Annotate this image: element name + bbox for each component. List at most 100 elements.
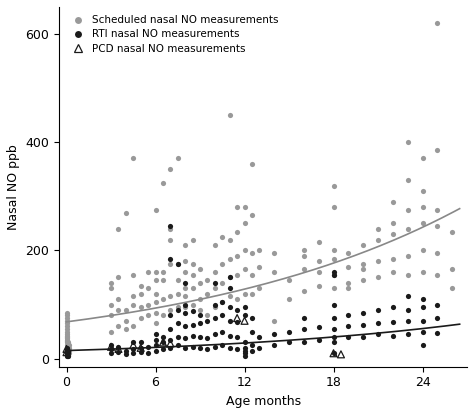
Point: [248, 328, 256, 335]
Point: [434, 20, 441, 27]
Point: [63, 323, 70, 330]
Point: [374, 236, 382, 243]
Point: [63, 344, 70, 351]
Point: [345, 280, 352, 286]
Point: [63, 309, 70, 316]
Point: [196, 344, 204, 351]
Point: [330, 269, 337, 276]
Point: [63, 342, 70, 349]
Point: [241, 290, 248, 297]
Point: [66, 347, 73, 354]
Point: [419, 304, 426, 310]
Point: [404, 253, 411, 259]
Point: [226, 293, 234, 300]
Point: [196, 280, 204, 286]
Point: [174, 307, 182, 313]
Point: [174, 290, 182, 297]
Point: [189, 261, 196, 267]
Point: [300, 326, 308, 332]
Point: [404, 307, 411, 313]
Point: [241, 344, 248, 351]
Point: [63, 320, 70, 327]
Point: [63, 351, 70, 358]
Point: [219, 261, 226, 267]
Point: [233, 319, 241, 325]
Point: [448, 266, 456, 273]
Point: [359, 277, 367, 283]
Point: [63, 346, 70, 352]
Legend: Scheduled nasal NO measurements, RTI nasal NO measurements, PCD nasal NO measure: Scheduled nasal NO measurements, RTI nas…: [64, 12, 282, 57]
Point: [63, 312, 70, 319]
Point: [345, 250, 352, 256]
Point: [315, 269, 322, 276]
Point: [64, 347, 72, 354]
Point: [182, 335, 189, 342]
Point: [174, 261, 182, 267]
Point: [434, 315, 441, 321]
Point: [137, 339, 145, 346]
Point: [315, 282, 322, 289]
Point: [315, 258, 322, 265]
Point: [241, 347, 248, 354]
Point: [248, 250, 256, 256]
Point: [63, 347, 70, 354]
Point: [419, 188, 426, 194]
Point: [63, 337, 70, 343]
Point: [64, 339, 72, 346]
Point: [137, 290, 145, 297]
Point: [330, 315, 337, 321]
Point: [152, 337, 159, 343]
Point: [404, 177, 411, 183]
Point: [63, 332, 70, 339]
Point: [189, 332, 196, 339]
Point: [330, 334, 337, 340]
Point: [152, 320, 159, 327]
Point: [122, 317, 130, 324]
Point: [330, 271, 337, 278]
Point: [64, 347, 72, 354]
Point: [241, 339, 248, 346]
Point: [404, 207, 411, 213]
Point: [389, 255, 397, 262]
Point: [63, 351, 70, 358]
Point: [152, 298, 159, 305]
Point: [219, 328, 226, 335]
Point: [129, 301, 137, 308]
Point: [189, 236, 196, 243]
Point: [115, 323, 122, 330]
Point: [233, 204, 241, 210]
Point: [389, 332, 397, 339]
Point: [63, 328, 70, 335]
Point: [300, 288, 308, 294]
Point: [196, 266, 204, 273]
Point: [152, 331, 159, 338]
Point: [166, 340, 174, 347]
Point: [204, 290, 211, 297]
Point: [419, 155, 426, 162]
Point: [182, 301, 189, 308]
Point: [204, 312, 211, 319]
Point: [374, 331, 382, 338]
Point: [159, 269, 167, 276]
Point: [241, 204, 248, 210]
Point: [204, 346, 211, 352]
Point: [115, 346, 122, 352]
Point: [63, 334, 70, 340]
Point: [434, 271, 441, 278]
Point: [359, 261, 367, 267]
Point: [107, 350, 115, 356]
Point: [174, 334, 182, 340]
Point: [204, 277, 211, 283]
Point: [107, 344, 115, 350]
Point: [448, 228, 456, 235]
Point: [174, 277, 182, 283]
Point: [166, 255, 174, 262]
Point: [211, 280, 219, 286]
Point: [404, 139, 411, 146]
Point: [226, 274, 234, 281]
Point: [174, 342, 182, 349]
Point: [300, 253, 308, 259]
Point: [359, 266, 367, 273]
Point: [241, 350, 248, 356]
Point: [189, 301, 196, 308]
